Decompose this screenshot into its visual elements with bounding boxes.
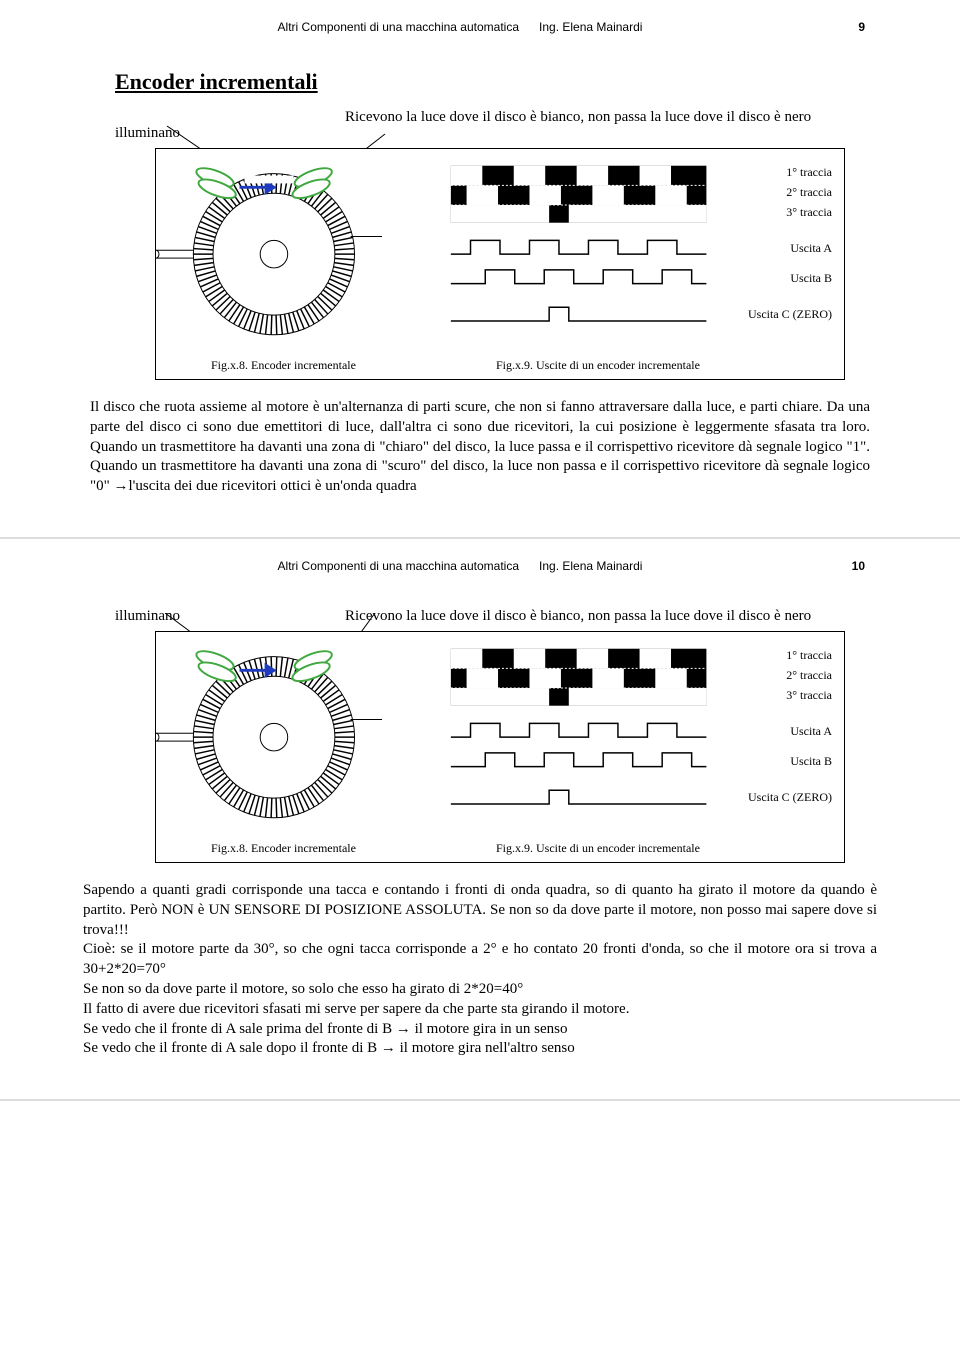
header-author: Ing. Elena Mainardi — [539, 559, 642, 573]
caption-left: Fig.x.8. Encoder incrementale — [211, 841, 356, 856]
page-header: Altri Componenti di una macchina automat… — [55, 559, 905, 573]
paragraph-2: Sapendo a quanti gradi corrisponde una t… — [83, 881, 877, 1059]
header-center: Altri Componenti di una macchina automat… — [95, 559, 825, 573]
label-uscita-b: Uscita B — [790, 754, 832, 769]
label-uscita-c: Uscita C (ZERO) — [748, 307, 832, 322]
header-author: Ing. Elena Mainardi — [539, 20, 642, 34]
figure-encoder: 1° traccia 2° traccia 3° traccia Uscita … — [155, 631, 845, 863]
label-track3: 3° traccia — [786, 688, 832, 703]
caption-right: Fig.x.9. Uscite di un encoder incrementa… — [496, 358, 700, 373]
caption-left: Fig.x.8. Encoder incrementale — [211, 358, 356, 373]
page-header: Altri Componenti di una macchina automat… — [55, 20, 905, 34]
label-track2: 2° traccia — [786, 668, 832, 683]
header-title: Altri Componenti di una macchina automat… — [278, 20, 519, 34]
header-pagenum: 9 — [825, 20, 865, 34]
page-2: Altri Componenti di una macchina automat… — [0, 539, 960, 1101]
label-uscita-a: Uscita A — [790, 724, 832, 739]
figure-svg — [156, 149, 844, 379]
figure-svg — [156, 632, 844, 862]
label-uscita-a: Uscita A — [790, 241, 832, 256]
section-title: Encoder incrementali — [115, 69, 905, 95]
label-uscita-b: Uscita B — [790, 271, 832, 286]
label-track1: 1° traccia — [786, 648, 832, 663]
label-track2: 2° traccia — [786, 185, 832, 200]
label-track1: 1° traccia — [786, 165, 832, 180]
label-uscita-c: Uscita C (ZERO) — [748, 790, 832, 805]
header-center: Altri Componenti di una macchina automat… — [95, 20, 825, 34]
header-title: Altri Componenti di una macchina automat… — [278, 559, 519, 573]
label-track3: 3° traccia — [786, 205, 832, 220]
paragraph-1: Il disco che ruota assieme al motore è u… — [90, 398, 870, 497]
header-pagenum: 10 — [825, 559, 865, 573]
page-1: Altri Componenti di una macchina automat… — [0, 0, 960, 539]
figure-encoder: 1° traccia 2° traccia 3° traccia Uscita … — [155, 148, 845, 380]
caption-right: Fig.x.9. Uscite di un encoder incrementa… — [496, 841, 700, 856]
